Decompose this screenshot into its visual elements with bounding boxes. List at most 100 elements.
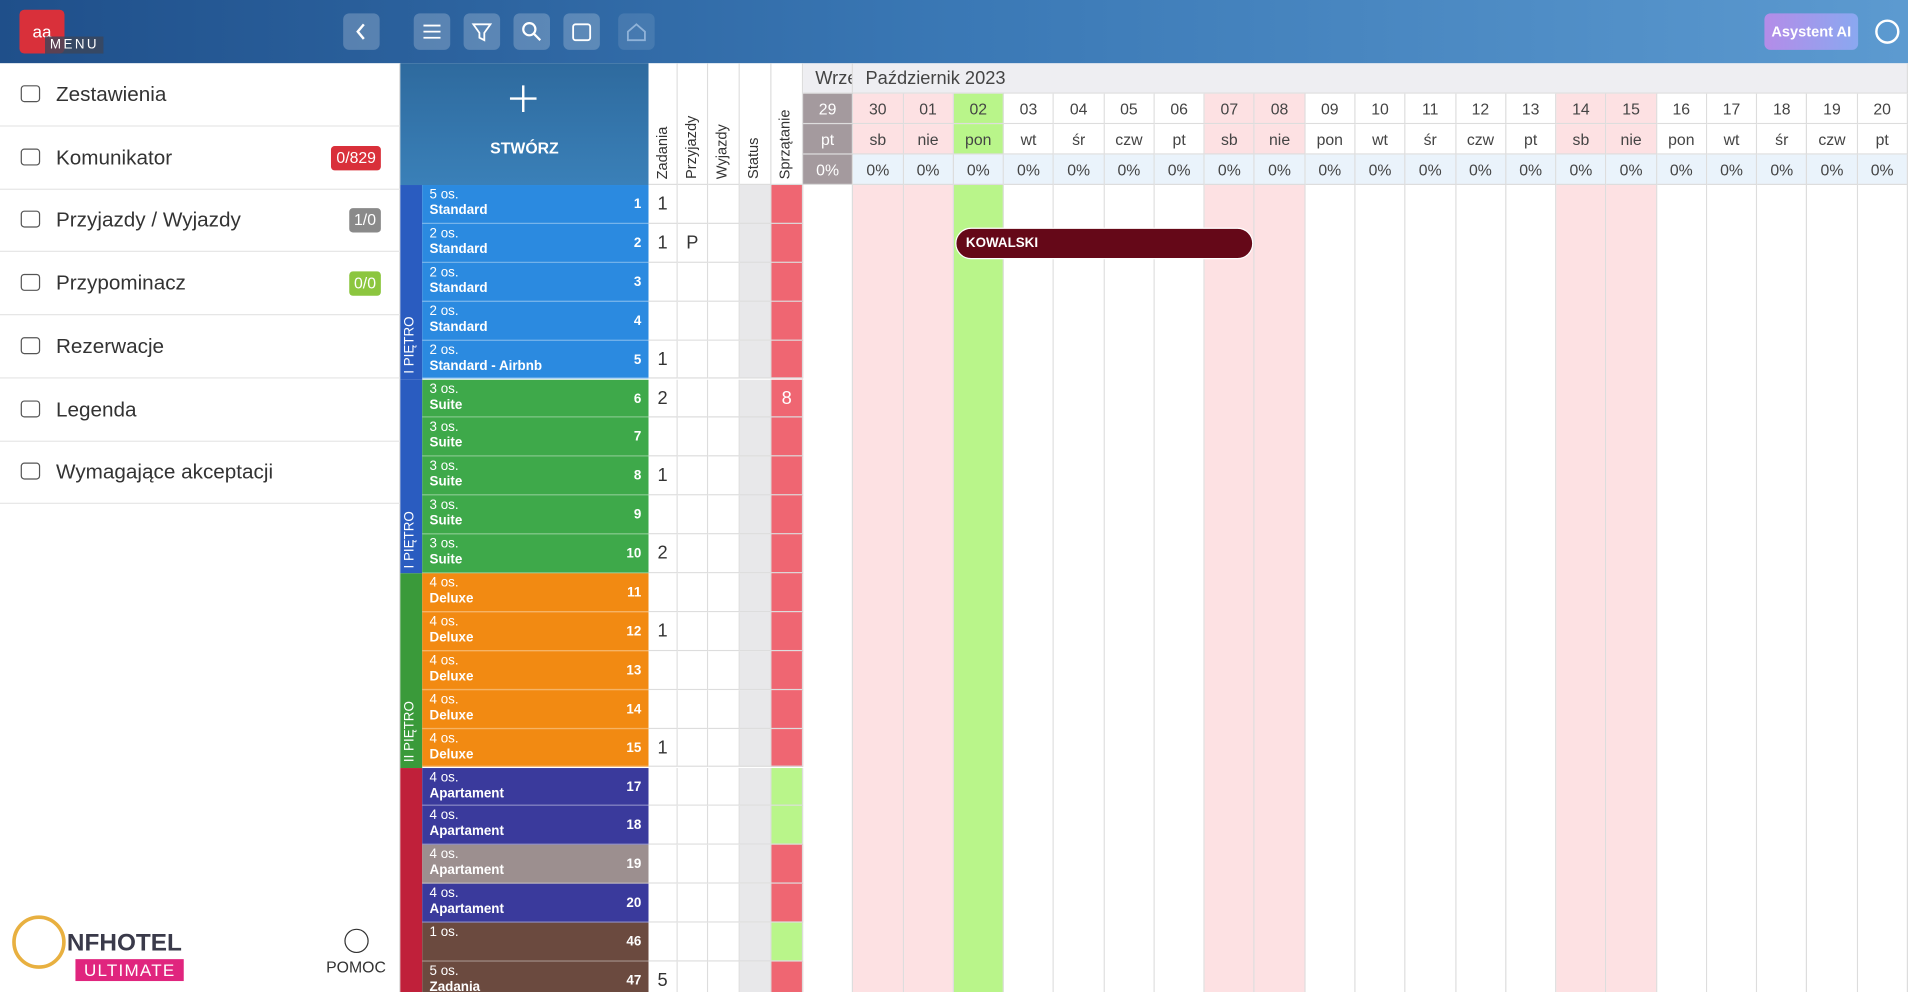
status-cell: [771, 340, 804, 380]
help[interactable]: POMOC: [326, 957, 386, 977]
day-num: 19: [1807, 93, 1858, 125]
day-occ: 0%: [1305, 154, 1356, 186]
menu-item[interactable]: Rezerwacje: [0, 315, 401, 379]
day-column: [1204, 185, 1256, 992]
menu-label[interactable]: Zestawienia: [55, 82, 167, 106]
help-icon[interactable]: [344, 928, 369, 954]
menu-item[interactable]: Komunikator 0/829: [0, 126, 401, 190]
status-cell: [677, 417, 709, 457]
create-label[interactable]: STWÓRZ: [490, 138, 559, 158]
menu-label[interactable]: Rezerwacje: [55, 334, 165, 358]
room[interactable]: 4 os. Apartament 17: [422, 767, 649, 807]
status-cell: [677, 456, 709, 496]
day-dow: czw: [1104, 124, 1155, 155]
day-num: 05: [1104, 93, 1155, 125]
status-cell: 1: [648, 223, 678, 263]
room[interactable]: 4 os. Deluxe 14: [422, 689, 649, 729]
status-cell: [771, 883, 804, 923]
menu-item[interactable]: Wymagające akceptacji: [0, 441, 401, 505]
menu-label[interactable]: Przypominacz: [55, 271, 186, 295]
status-cell: [708, 883, 740, 923]
status-cell: [677, 495, 709, 535]
room[interactable]: 4 os. Deluxe 11: [422, 573, 649, 613]
status-cell: [708, 922, 740, 962]
day-num: 15: [1606, 93, 1657, 125]
menu-item[interactable]: Legenda: [0, 378, 401, 442]
day-dow: wt: [1707, 124, 1758, 155]
room-type: Suite: [429, 552, 463, 568]
room[interactable]: 2 os. Standard - Airbnb 5: [422, 340, 649, 380]
room-capacity: 3 os.: [429, 381, 459, 397]
menu-label[interactable]: Wymagające akceptacji: [55, 460, 274, 484]
status-cell: [648, 767, 678, 807]
room[interactable]: 4 os. Deluxe 15: [422, 728, 649, 768]
room-capacity: 4 os.: [429, 847, 459, 863]
status-cell: [771, 495, 804, 535]
status-cell: [708, 301, 740, 341]
room[interactable]: 5 os. Zadania 47: [422, 961, 649, 992]
status-cell: P: [677, 223, 709, 263]
day-column: [1255, 185, 1306, 992]
day-num: 04: [1054, 93, 1105, 125]
menu-item[interactable]: Przypominacz 0/0: [0, 252, 401, 316]
home-button[interactable]: [618, 13, 655, 50]
menu-label[interactable]: Legenda: [55, 397, 137, 421]
assistant-button[interactable]: Asystent AI: [1764, 13, 1859, 50]
room-capacity: 4 os.: [429, 614, 459, 630]
menu-label[interactable]: MENU: [45, 36, 104, 54]
status-cell: 1: [648, 728, 678, 768]
day-num: 14: [1556, 93, 1607, 125]
day-column: [1807, 185, 1858, 992]
create-panel[interactable]: STWÓRZ: [400, 63, 649, 186]
room-type: Standard - Airbnb: [429, 358, 543, 374]
room-capacity: 2 os.: [429, 342, 459, 358]
room[interactable]: 3 os. Suite 9: [422, 495, 649, 535]
room[interactable]: 2 os. Standard 4: [422, 301, 649, 341]
status-cell: [739, 612, 772, 651]
room[interactable]: 2 os. Standard 2: [422, 223, 649, 263]
brand: NFHOTEL: [66, 929, 182, 957]
room[interactable]: 5 os. Standard 1: [422, 185, 649, 224]
room[interactable]: 4 os. Apartament 19: [422, 845, 649, 884]
calendar-button[interactable]: [563, 13, 600, 50]
schedule: Zadania Przyjazdy Wyjazdy Status Sprzątanie W…: [400, 63, 1908, 992]
day-occ: 0%: [1857, 154, 1908, 186]
room-number: 4: [633, 313, 642, 329]
room[interactable]: 1 os. 46: [422, 922, 649, 962]
settings-button[interactable]: [413, 13, 451, 50]
status-cell: [739, 301, 772, 341]
status-cell: [771, 689, 804, 729]
room[interactable]: 3 os. Suite 8: [422, 456, 649, 496]
room[interactable]: 2 os. Standard 3: [422, 262, 649, 302]
menu-item[interactable]: Zestawienia: [0, 63, 401, 127]
filter-button[interactable]: [463, 13, 501, 50]
menu-label[interactable]: Komunikator: [55, 145, 173, 169]
day-column: [1556, 185, 1607, 992]
room[interactable]: 4 os. Deluxe 12: [422, 612, 649, 651]
collapse-button[interactable]: [343, 13, 380, 50]
room[interactable]: 4 os. Apartament 20: [422, 883, 649, 923]
day-dow: pon: [1305, 124, 1356, 155]
status-cell: [708, 961, 740, 992]
column-header: Zadania: [648, 63, 678, 186]
status-cell: [708, 223, 740, 263]
menu-item[interactable]: Przyjazdy / Wyjazdy 1/0: [0, 189, 401, 253]
menu-label[interactable]: Przyjazdy / Wyjazdy: [55, 208, 241, 232]
room[interactable]: 3 os. Suite 7: [422, 417, 649, 457]
booking[interactable]: KOWALSKI: [954, 227, 1254, 259]
compass-button[interactable]: [1875, 19, 1900, 44]
room[interactable]: 4 os. Deluxe 13: [422, 650, 649, 690]
day-occ: 0%: [1556, 154, 1607, 186]
day-occ: 0%: [903, 154, 954, 186]
room[interactable]: 3 os. Suite 6: [422, 379, 649, 418]
room[interactable]: 4 os. Apartament 18: [422, 806, 649, 846]
day-column: [953, 185, 1004, 992]
day-occ: 0%: [1606, 154, 1657, 186]
room-capacity: 4 os.: [429, 769, 459, 785]
status-cell: [739, 728, 772, 768]
room[interactable]: 3 os. Suite 10: [422, 534, 649, 574]
search-button[interactable]: [513, 13, 551, 50]
room-type: Suite: [429, 436, 463, 451]
status-cell: [739, 340, 772, 380]
column-label: Zadania: [653, 126, 671, 179]
